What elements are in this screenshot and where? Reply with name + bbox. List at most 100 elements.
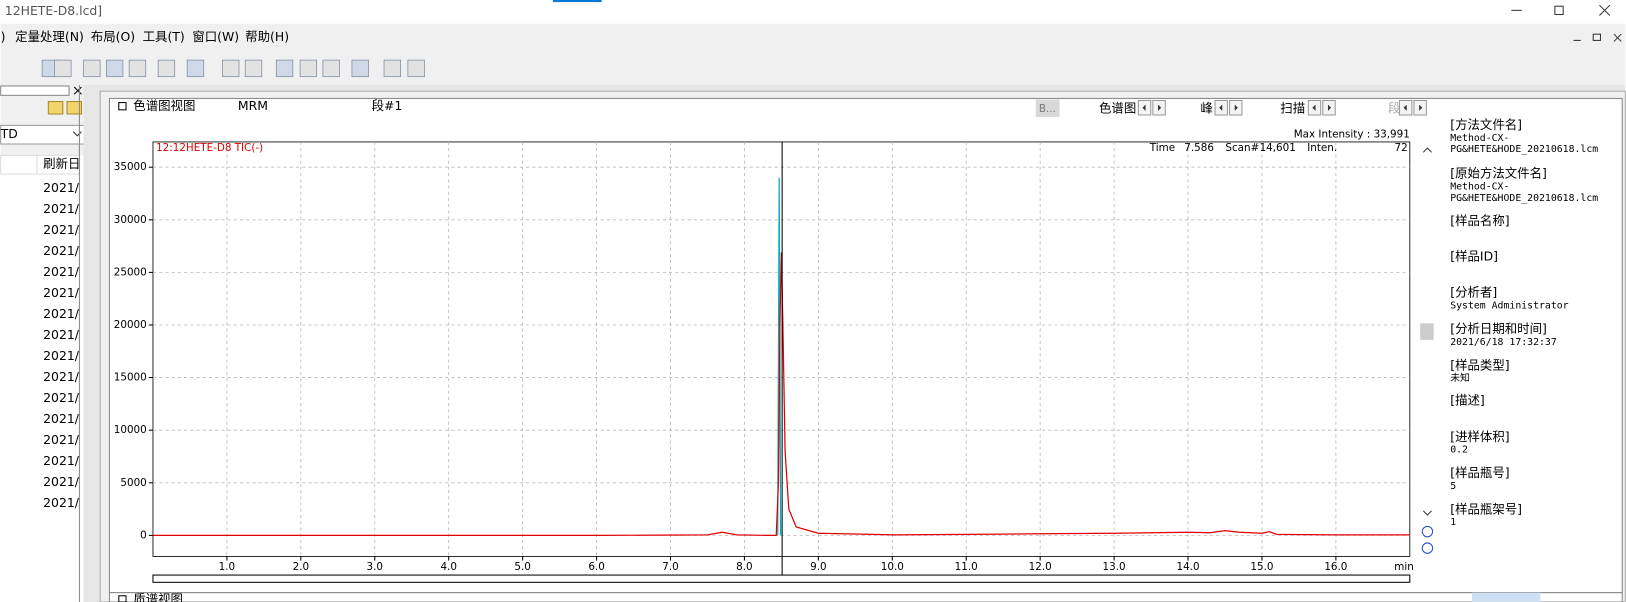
b-button-text: B... — [1039, 103, 1056, 115]
b-button[interactable] — [1035, 99, 1060, 118]
x-tick-label: 14.0 — [1176, 561, 1199, 573]
mdi-close[interactable] — [1613, 33, 1622, 42]
info-value: 1 — [1450, 517, 1456, 528]
toolbar-button[interactable] — [351, 59, 369, 78]
nav-label: 色谱图 — [1099, 100, 1136, 115]
x-tick-label: 11.0 — [955, 561, 978, 573]
combo-arrow — [72, 131, 82, 137]
trace — [777, 177, 782, 536]
list-row[interactable]: 2021/ — [43, 411, 80, 426]
toolbar-button[interactable] — [322, 59, 340, 78]
nav-arrow — [1419, 104, 1423, 111]
nav-arrow — [1219, 104, 1223, 111]
nav-arrow — [1403, 104, 1407, 111]
nav-arrow — [1234, 104, 1238, 111]
toolbar — [0, 51, 1626, 85]
list-row[interactable]: 2021/ — [43, 348, 80, 363]
view-mode: MRM — [238, 98, 268, 113]
max-intensity: Max Intensity : 33,991 — [1294, 129, 1410, 141]
y-tick-label: 20000 — [114, 319, 147, 331]
view-toggle[interactable] — [118, 102, 127, 111]
toolbar-button[interactable] — [54, 59, 72, 78]
x-tick-label: 1.0 — [219, 561, 235, 573]
scroll-up[interactable] — [1422, 147, 1432, 153]
toolbar-button[interactable] — [186, 59, 205, 78]
info-label: [进样体积] — [1450, 429, 1509, 444]
toolbar-button[interactable] — [105, 59, 124, 78]
toolbar-icons — [41, 59, 425, 78]
list-row[interactable]: 2021/ — [43, 474, 80, 489]
list-row[interactable]: 2021/ — [43, 453, 80, 468]
nav-buttons — [1137, 99, 1427, 116]
close-button[interactable] — [1599, 4, 1611, 16]
list-row[interactable]: 2021/ — [43, 327, 80, 342]
toolbar-button[interactable] — [299, 59, 318, 78]
toolbar-button[interactable] — [222, 59, 240, 78]
info-scroll — [1416, 118, 1437, 564]
scroll-down[interactable] — [1422, 510, 1432, 516]
folder-icon[interactable] — [66, 101, 82, 115]
toolbar-button[interactable] — [128, 59, 147, 78]
left-combo-top[interactable] — [0, 85, 70, 96]
x-tick-label: 8.0 — [736, 561, 752, 573]
nav-arrow — [1158, 104, 1162, 111]
menu-item[interactable]: 窗口(W) — [192, 29, 239, 44]
list-row[interactable]: 2021/ — [43, 390, 80, 405]
folder-icon[interactable] — [47, 101, 64, 115]
toolbar-button[interactable] — [244, 59, 263, 78]
y-tick-label: 35000 — [114, 161, 147, 173]
toolbar-button[interactable] — [157, 59, 176, 78]
scroll-thumb[interactable] — [1420, 323, 1434, 340]
accent — [552, 0, 602, 3]
list-row[interactable]: 2021/ — [43, 264, 80, 279]
x-tick-label: 4.0 — [440, 561, 456, 573]
list-row[interactable]: 2021/ — [43, 201, 80, 216]
toolbar-button[interactable] — [275, 59, 294, 78]
info-value: 未知 — [1450, 371, 1470, 384]
mdi-restore[interactable] — [1592, 33, 1601, 41]
list-row[interactable]: 2021/ — [43, 222, 80, 237]
list-column[interactable]: 刷新日 — [43, 156, 80, 171]
y-tick-label: 10000 — [114, 424, 147, 436]
toolbar-button[interactable] — [407, 59, 425, 78]
info-value: System Administrator — [1450, 301, 1568, 312]
list-row[interactable]: 2021/ — [43, 495, 80, 510]
toolbar-button[interactable] — [383, 59, 401, 78]
readout-label: Inten. — [1307, 142, 1337, 154]
y-tick-label: 5000 — [120, 477, 146, 489]
list-row[interactable]: 2021/ — [43, 243, 80, 258]
readout-value: 7.586 — [1184, 142, 1214, 154]
trace-label: 12:12HETE-D8 TIC(-) — [156, 142, 263, 154]
x-scrollbar[interactable] — [152, 574, 1411, 583]
x-tick-label: 9.0 — [810, 561, 826, 573]
menu-item[interactable]: 工具(T) — [143, 29, 185, 44]
info-label: [分析日期和时间] — [1450, 321, 1547, 336]
list-row[interactable]: 2021/ — [43, 306, 80, 321]
bottom-tab[interactable] — [1471, 592, 1541, 602]
x-tick-label: 15.0 — [1250, 561, 1273, 573]
list-row[interactable]: 2021/ — [43, 180, 80, 195]
list-row[interactable]: 2021/ — [43, 432, 80, 447]
zoom-out[interactable] — [1421, 542, 1434, 554]
toolbar-button[interactable] — [83, 59, 101, 78]
restore-button[interactable] — [1554, 5, 1564, 16]
list-row[interactable]: 2021/ — [43, 369, 80, 384]
menu-item[interactable]: 帮助(H) — [245, 29, 289, 44]
menu-item[interactable]: ) — [1, 29, 6, 44]
menu-item[interactable]: 定量处理(N) — [15, 29, 84, 44]
x-tick-label: 12.0 — [1029, 561, 1052, 573]
zoom-in[interactable] — [1421, 525, 1434, 538]
x-tick-label: 5.0 — [514, 561, 530, 573]
info-label: [样品瓶架号] — [1450, 501, 1522, 516]
readout-label: Scan# — [1225, 142, 1259, 154]
menu-item[interactable]: 布局(O) — [91, 29, 135, 44]
y-tick-label: 15000 — [114, 372, 147, 384]
nav-arrow — [1327, 104, 1332, 111]
bottom-toggle[interactable] — [118, 595, 127, 602]
left-close[interactable] — [73, 86, 82, 95]
list-row[interactable]: 2021/ — [43, 285, 80, 300]
title-bar — [0, 0, 1626, 24]
list-rows: 2021/2021/2021/2021/2021/2021/2021/2021/… — [43, 180, 80, 510]
info-value: Method-CX- — [1450, 133, 1509, 144]
